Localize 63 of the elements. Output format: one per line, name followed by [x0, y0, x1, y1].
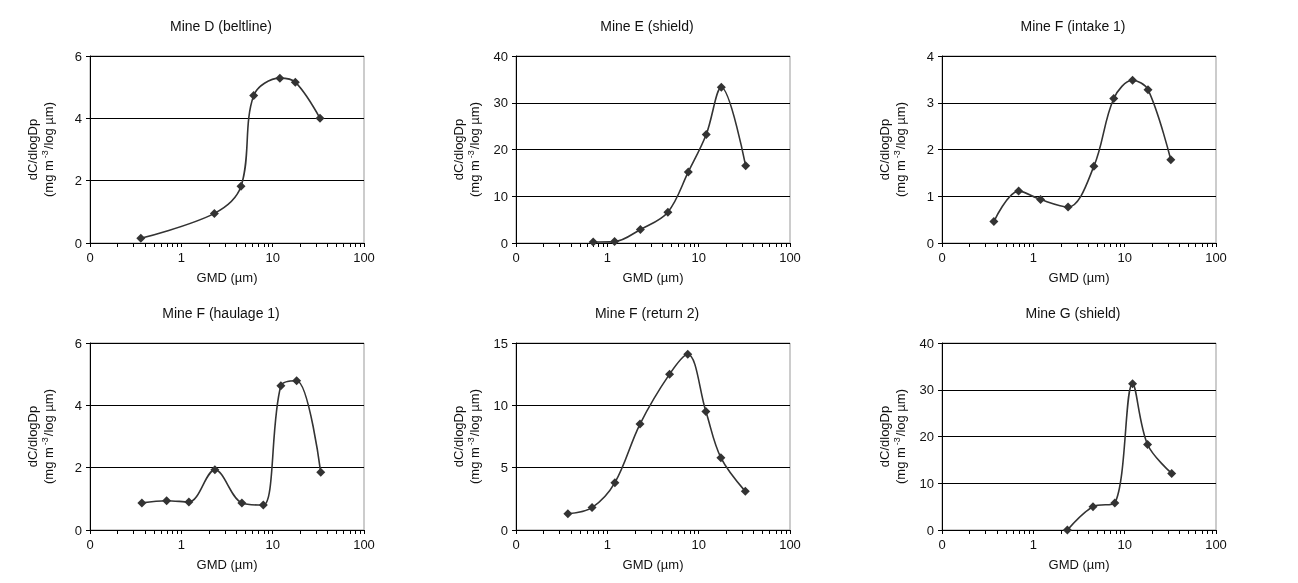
y-tick-label: 30: [493, 95, 508, 111]
y-tick-label: 2: [74, 460, 82, 476]
y-tick-label: 2: [926, 142, 934, 157]
y-tick-label: 1: [926, 188, 934, 204]
x-tick-label: 0: [938, 537, 946, 552]
chart-title: Mine F (intake 1): [1020, 18, 1126, 34]
x-tick-label: 1: [177, 250, 185, 265]
chart-title: Mine F (return 2): [594, 305, 700, 321]
y-tick-label: 30: [919, 382, 934, 398]
y-tick-label: 15: [493, 335, 508, 351]
x-tick-label: 100: [779, 537, 801, 552]
y-tick-label: 0: [926, 235, 934, 251]
y-tick-label: 40: [919, 335, 934, 351]
chart-title: Mine G (shield): [1025, 305, 1121, 321]
y-tick-label: 0: [926, 522, 934, 538]
x-tick-label: 1: [603, 537, 611, 552]
x-tick-label: 0: [86, 537, 94, 552]
x-tick-label: 10: [691, 250, 706, 265]
y-tick-label: 20: [493, 142, 508, 157]
y-tick-label: 5: [500, 460, 508, 476]
y-tick-label: 2: [74, 173, 82, 189]
x-tick-label: 100: [353, 250, 375, 265]
x-tick-label: 100: [353, 537, 375, 552]
x-tick-label: 1: [1029, 250, 1037, 265]
x-axis-title: GMD (µm): [622, 556, 684, 572]
x-tick-label: 10: [265, 537, 280, 552]
x-axis-title: GMD (µm): [1048, 269, 1110, 285]
x-axis-title: GMD (µm): [1048, 556, 1110, 572]
chart-title: Mine D (beltline): [170, 18, 272, 34]
y-tick-label: 0: [500, 522, 508, 538]
x-tick-label: 10: [1117, 250, 1132, 265]
x-tick-label: 100: [779, 250, 801, 265]
chart-title: Mine F (haulage 1): [162, 305, 280, 321]
y-tick-label: 40: [493, 48, 508, 64]
x-tick-label: 1: [1029, 537, 1037, 552]
x-axis-title: GMD (µm): [196, 269, 258, 285]
y-tick-label: 0: [500, 235, 508, 251]
y-tick-label: 0: [74, 235, 82, 251]
y-tick-label: 4: [926, 48, 934, 64]
x-tick-label: 10: [1117, 537, 1132, 552]
y-tick-label: 20: [919, 429, 934, 444]
x-tick-label: 1: [603, 250, 611, 265]
x-tick-label: 1: [177, 537, 185, 552]
chart-title: Mine E (shield): [600, 18, 694, 34]
x-tick-label: 10: [691, 537, 706, 552]
y-tick-label: 6: [74, 48, 82, 64]
y-tick-label: 4: [74, 110, 82, 126]
x-tick-label: 100: [1205, 250, 1227, 265]
y-tick-label: 0: [74, 522, 82, 538]
x-axis-title: GMD (µm): [622, 269, 684, 285]
y-tick-label: 10: [493, 188, 508, 204]
x-tick-label: 0: [512, 537, 520, 552]
x-tick-label: 10: [265, 250, 280, 265]
y-tick-label: 10: [493, 397, 508, 413]
x-axis-title: GMD (µm): [196, 556, 258, 572]
x-tick-label: 0: [512, 250, 520, 265]
x-tick-label: 100: [1205, 537, 1227, 552]
y-tick-label: 6: [74, 335, 82, 351]
y-tick-label: 3: [926, 95, 934, 111]
y-tick-label: 4: [74, 397, 82, 413]
y-tick-label: 10: [919, 475, 934, 491]
x-tick-label: 0: [86, 250, 94, 265]
x-tick-label: 0: [938, 250, 946, 265]
